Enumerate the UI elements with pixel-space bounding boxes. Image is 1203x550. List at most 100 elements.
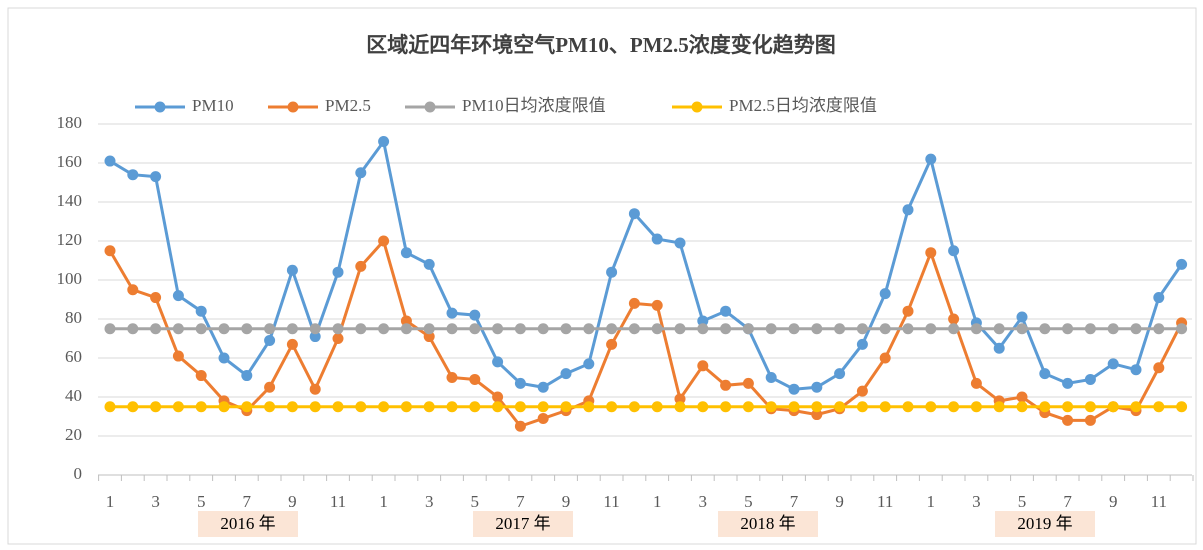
data-point <box>446 307 458 319</box>
data-point <box>948 245 960 257</box>
y-tick-label: 60 <box>65 347 82 366</box>
legend-marker <box>287 101 299 113</box>
data-point <box>1176 258 1188 270</box>
data-point <box>1176 401 1188 413</box>
data-point <box>195 401 207 413</box>
data-point <box>674 323 686 335</box>
y-tick-label: 140 <box>57 191 83 210</box>
x-tick-label: 5 <box>744 492 753 511</box>
data-point <box>1084 323 1096 335</box>
data-point <box>925 401 937 413</box>
data-point <box>811 409 823 421</box>
data-point <box>264 323 276 335</box>
data-point <box>788 383 800 395</box>
data-point <box>286 401 298 413</box>
data-point <box>970 323 982 335</box>
data-point <box>925 153 937 165</box>
data-point <box>1039 323 1051 335</box>
data-point <box>218 352 230 364</box>
data-point <box>264 381 276 393</box>
data-point <box>925 247 937 259</box>
data-point <box>697 315 709 327</box>
data-point <box>104 155 116 167</box>
y-tick-label: 180 <box>57 113 83 132</box>
data-point <box>492 391 504 403</box>
data-point <box>765 372 777 383</box>
legend-marker <box>424 101 436 113</box>
data-point <box>1084 373 1096 385</box>
year-label: 2019 年 <box>1017 514 1072 533</box>
data-point <box>127 169 139 181</box>
year-label: 2016 年 <box>220 514 275 533</box>
data-point <box>355 401 367 413</box>
data-point <box>856 338 868 350</box>
x-tick-label: 9 <box>835 492 844 511</box>
year-label-box <box>198 511 298 537</box>
data-point <box>742 377 754 389</box>
x-tick-label: 9 <box>288 492 297 511</box>
data-point <box>264 334 276 346</box>
x-tick-label: 1 <box>653 492 662 511</box>
data-point <box>834 323 846 335</box>
data-point <box>492 401 504 413</box>
x-tick-label: 5 <box>471 492 480 511</box>
data-point <box>606 338 618 350</box>
data-point <box>742 323 754 335</box>
data-point <box>651 299 663 311</box>
data-point <box>970 377 982 389</box>
x-tick-label: 7 <box>1063 492 1072 511</box>
x-tick-label: 7 <box>790 492 799 511</box>
data-point <box>970 401 982 413</box>
data-point <box>879 352 891 364</box>
data-point <box>309 331 321 343</box>
data-point <box>742 401 754 413</box>
data-point <box>765 401 777 413</box>
data-point <box>948 323 960 335</box>
data-point <box>856 401 868 413</box>
data-point <box>469 323 481 335</box>
data-point <box>514 420 526 432</box>
data-point <box>514 401 526 413</box>
data-point <box>514 377 526 389</box>
data-point <box>628 297 640 309</box>
data-point <box>1153 292 1165 304</box>
data-point <box>514 323 526 335</box>
data-point <box>172 290 184 302</box>
data-point <box>720 323 732 335</box>
data-point <box>150 323 162 335</box>
data-point <box>697 323 709 335</box>
data-point <box>720 379 732 391</box>
x-tick-label: 11 <box>603 492 619 511</box>
data-point <box>720 305 732 317</box>
data-point <box>651 401 663 413</box>
data-point <box>172 350 184 362</box>
data-point <box>423 323 435 335</box>
data-point <box>834 401 846 413</box>
data-point <box>150 292 162 304</box>
data-point <box>879 401 891 413</box>
x-tick-label: 3 <box>972 492 981 511</box>
data-point <box>400 315 412 327</box>
data-point <box>1107 358 1119 370</box>
year-label: 2017 年 <box>495 514 550 533</box>
data-point <box>150 171 162 183</box>
data-point <box>1039 368 1051 380</box>
legend-label: PM10 <box>192 96 234 115</box>
x-tick-label: 5 <box>197 492 206 511</box>
x-tick-label: 7 <box>243 492 252 511</box>
data-point <box>856 385 868 397</box>
data-point <box>1084 401 1096 413</box>
data-point <box>902 305 914 317</box>
data-point <box>241 323 253 335</box>
data-point <box>879 288 891 300</box>
data-point <box>537 412 549 424</box>
data-point <box>469 373 481 385</box>
data-point <box>400 401 412 413</box>
data-point <box>1062 414 1074 426</box>
data-point <box>309 401 321 413</box>
data-point <box>309 323 321 335</box>
data-point <box>651 323 663 335</box>
legend-label: PM2.5 <box>325 96 371 115</box>
data-point <box>195 305 207 317</box>
